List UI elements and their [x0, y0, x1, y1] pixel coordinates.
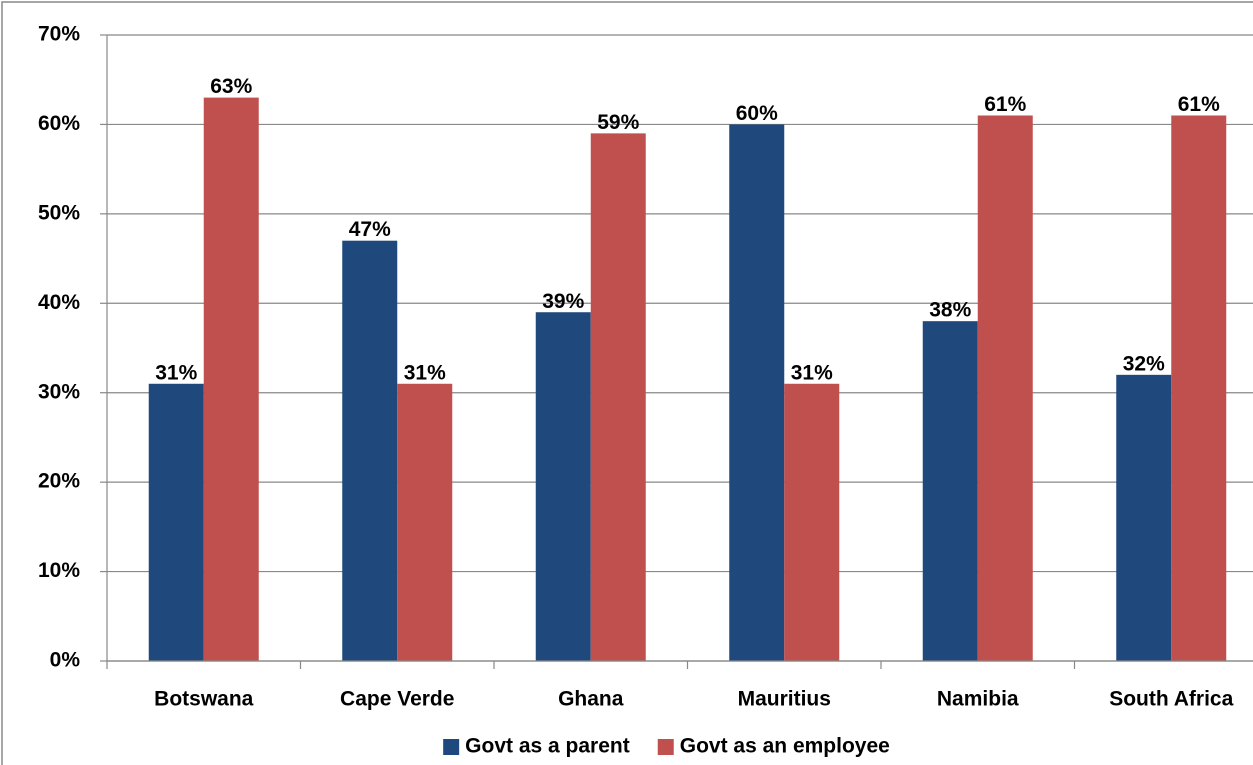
- bar: [784, 383, 840, 661]
- bar: [590, 133, 646, 661]
- x-tick-label: Namibia: [937, 688, 1019, 711]
- x-tick-label: Cape Verde: [340, 688, 454, 711]
- y-tick-label: 0%: [50, 649, 81, 672]
- data-label: 31%: [791, 361, 833, 384]
- y-tick-label: 70%: [38, 23, 80, 46]
- y-tick-label: 10%: [38, 559, 80, 582]
- y-tick-label: 60%: [38, 112, 80, 135]
- data-label: 61%: [984, 93, 1026, 116]
- bar: [977, 115, 1033, 661]
- bar: [148, 383, 204, 661]
- legend-label: Govt as an employee: [680, 735, 890, 758]
- bar: [1116, 374, 1172, 661]
- data-label: 32%: [1123, 352, 1165, 375]
- bar: [342, 240, 398, 661]
- y-tick-label: 20%: [38, 470, 80, 493]
- data-label: 31%: [155, 361, 197, 384]
- data-label: 60%: [736, 102, 778, 125]
- y-tick-label: 40%: [38, 291, 80, 314]
- x-tick-label: Mauritius: [738, 688, 831, 711]
- data-label: 31%: [404, 361, 446, 384]
- bar: [1171, 115, 1227, 661]
- bar: [922, 321, 978, 661]
- y-tick-label: 50%: [38, 201, 80, 224]
- x-tick-label: Botswana: [154, 688, 254, 711]
- legend-swatch: [443, 739, 460, 755]
- data-label: 38%: [929, 299, 971, 322]
- y-tick-label: 30%: [38, 380, 80, 403]
- data-label: 39%: [542, 290, 584, 313]
- data-label: 61%: [1178, 93, 1220, 116]
- legend-label: Govt as a parent: [465, 735, 630, 758]
- bar: [203, 97, 259, 662]
- bar: [535, 312, 591, 661]
- bar: [729, 124, 785, 661]
- data-label: 47%: [349, 218, 391, 241]
- data-label: 63%: [210, 75, 252, 98]
- x-tick-label: South Africa: [1109, 688, 1233, 711]
- legend-swatch: [657, 739, 674, 755]
- bar: [397, 383, 453, 661]
- x-tick-label: Ghana: [558, 688, 624, 711]
- data-label: 59%: [597, 111, 639, 134]
